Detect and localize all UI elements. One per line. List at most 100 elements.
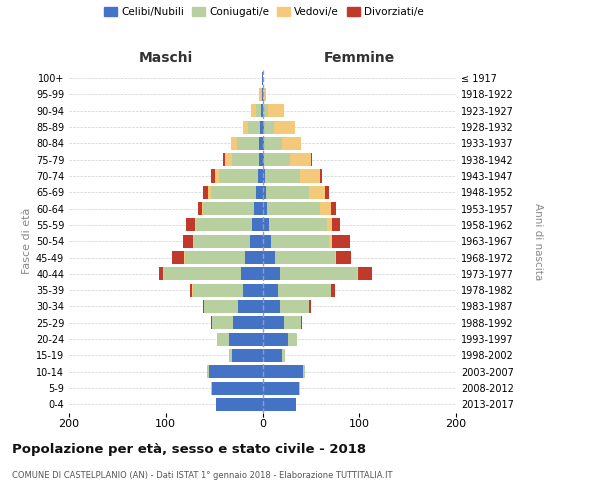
Bar — [192, 284, 193, 296]
Bar — [278, 284, 331, 296]
Bar — [252, 218, 263, 232]
Bar — [211, 186, 256, 199]
Bar — [332, 218, 340, 232]
Bar — [193, 284, 243, 296]
Bar — [217, 332, 229, 345]
Bar — [229, 332, 263, 345]
Bar — [303, 365, 305, 378]
Bar — [248, 120, 260, 134]
Bar — [266, 186, 309, 199]
Bar — [263, 104, 268, 118]
Bar — [209, 365, 263, 378]
Bar — [265, 170, 300, 182]
Bar — [164, 268, 241, 280]
Bar — [268, 202, 320, 215]
Bar — [208, 365, 209, 378]
Bar — [196, 218, 252, 232]
Bar — [328, 218, 332, 232]
Text: Maschi: Maschi — [139, 51, 193, 65]
Bar — [216, 398, 263, 411]
Bar — [263, 137, 265, 150]
Bar — [263, 170, 265, 182]
Bar — [185, 251, 245, 264]
Bar — [211, 382, 212, 394]
Bar — [282, 349, 285, 362]
Bar — [232, 153, 259, 166]
Bar — [284, 316, 301, 330]
Bar — [299, 382, 300, 394]
Bar — [259, 137, 263, 150]
Bar — [262, 72, 263, 85]
Bar — [263, 398, 296, 411]
Bar — [259, 88, 260, 101]
Bar — [203, 202, 254, 215]
Bar — [269, 218, 328, 232]
Bar — [219, 170, 257, 182]
Bar — [262, 88, 263, 101]
Bar — [309, 300, 311, 313]
Bar — [230, 137, 238, 150]
Bar — [254, 202, 263, 215]
Bar — [282, 137, 301, 150]
Bar — [320, 202, 331, 215]
Bar — [195, 218, 196, 232]
Bar — [263, 382, 299, 394]
Bar — [263, 120, 265, 134]
Bar — [212, 316, 233, 330]
Bar — [193, 234, 194, 248]
Bar — [336, 251, 350, 264]
Bar — [241, 268, 263, 280]
Bar — [212, 382, 263, 394]
Bar — [263, 349, 282, 362]
Bar — [271, 234, 329, 248]
Bar — [251, 104, 256, 118]
Bar — [268, 104, 284, 118]
Bar — [229, 349, 232, 362]
Bar — [309, 186, 325, 199]
Bar — [197, 202, 202, 215]
Bar — [256, 104, 260, 118]
Bar — [203, 300, 205, 313]
Bar — [233, 316, 263, 330]
Bar — [243, 284, 263, 296]
Text: Femmine: Femmine — [323, 51, 395, 65]
Bar — [325, 186, 329, 199]
Bar — [280, 268, 358, 280]
Bar — [257, 170, 263, 182]
Bar — [243, 120, 248, 134]
Bar — [331, 202, 336, 215]
Bar — [202, 202, 203, 215]
Bar — [184, 251, 185, 264]
Legend: Celibi/Nubili, Coniugati/e, Vedovi/e, Divorziati/e: Celibi/Nubili, Coniugati/e, Vedovi/e, Di… — [103, 5, 425, 20]
Bar — [263, 153, 265, 166]
Bar — [263, 365, 303, 378]
Bar — [265, 120, 274, 134]
Bar — [263, 332, 287, 345]
Bar — [215, 170, 219, 182]
Bar — [329, 234, 332, 248]
Bar — [183, 234, 193, 248]
Text: COMUNE DI CASTELPLANIO (AN) - Dati ISTAT 1° gennaio 2018 - Elaborazione TUTTITAL: COMUNE DI CASTELPLANIO (AN) - Dati ISTAT… — [12, 471, 392, 480]
Y-axis label: Anni di nascita: Anni di nascita — [533, 202, 543, 280]
Bar — [263, 316, 284, 330]
Bar — [263, 202, 268, 215]
Y-axis label: Fasce di età: Fasce di età — [22, 208, 32, 274]
Bar — [256, 186, 263, 199]
Bar — [275, 251, 335, 264]
Bar — [290, 153, 311, 166]
Bar — [205, 300, 238, 313]
Bar — [260, 104, 263, 118]
Bar — [358, 268, 372, 280]
Bar — [260, 88, 262, 101]
Bar — [260, 120, 263, 134]
Bar — [263, 251, 275, 264]
Bar — [263, 88, 266, 101]
Bar — [238, 137, 259, 150]
Bar — [194, 234, 250, 248]
Bar — [265, 137, 282, 150]
Bar — [245, 251, 263, 264]
Bar — [301, 316, 302, 330]
Bar — [320, 170, 322, 182]
Bar — [265, 153, 290, 166]
Bar — [287, 332, 298, 345]
